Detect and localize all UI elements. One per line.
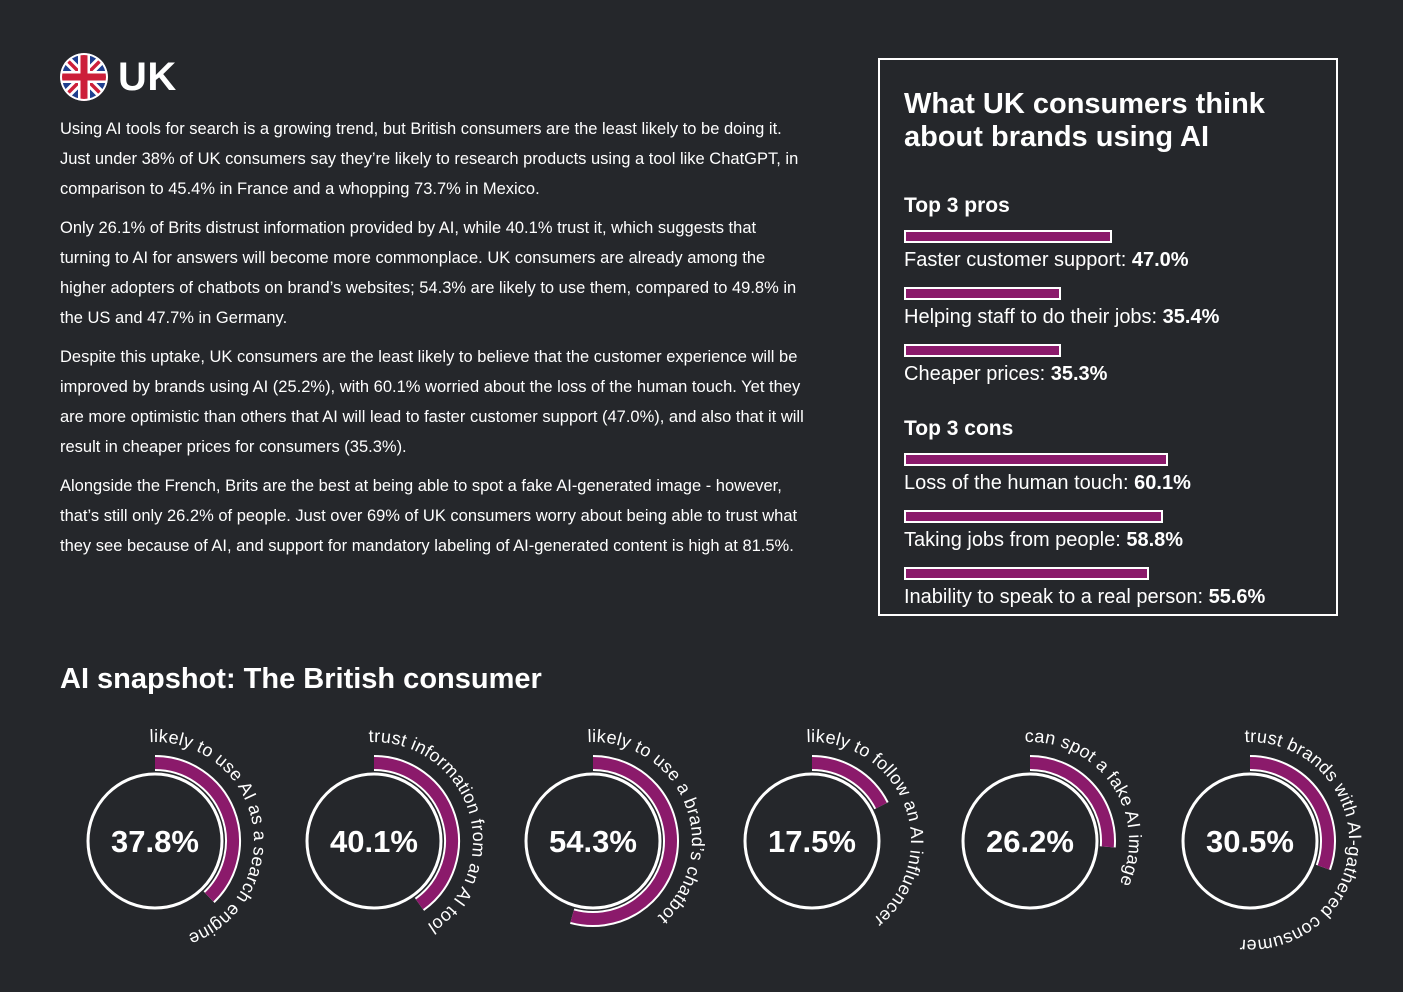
paragraph: Despite this uptake, UK consumers are th…	[60, 348, 804, 456]
bar-label: Taking jobs from people: 58.8%	[904, 527, 1312, 553]
ring-outline	[86, 772, 224, 910]
ring-outline	[1181, 772, 1319, 910]
bar-item: Loss of the human touch: 60.1%	[904, 453, 1312, 496]
snapshot-ring: 17.5%likely to follow an AI influencer	[743, 726, 927, 931]
bar-label: Loss of the human touch: 60.1%	[904, 470, 1312, 496]
bar-label-text: Helping staff to do their jobs:	[904, 306, 1163, 328]
bar-label-text: Faster customer support:	[904, 249, 1132, 271]
bar-item: Taking jobs from people: 58.8%	[904, 510, 1312, 553]
ring-arc	[373, 757, 458, 910]
bar-label-text: Loss of the human touch:	[904, 472, 1135, 494]
snapshot-title: AI snapshot: The British consumer	[60, 663, 542, 695]
ring-value: 37.8%	[111, 824, 199, 859]
bar-value: 60.1%	[1134, 472, 1191, 494]
bar-value: 47.0%	[1131, 249, 1189, 271]
ring-value: 17.5%	[768, 824, 856, 859]
ring-arc	[811, 757, 887, 809]
bar	[904, 453, 1169, 466]
bar	[904, 230, 1112, 243]
bar-item: Cheaper prices: 35.3%	[904, 344, 1312, 387]
bar	[904, 344, 1061, 357]
paragraph: Alongside the French, Brits are the best…	[60, 477, 798, 555]
paragraph: Using AI tools for search is a growing t…	[60, 120, 799, 198]
ring-value: 26.2%	[986, 824, 1074, 859]
bar-label: Faster customer support: 47.0%	[904, 247, 1312, 273]
snapshot-ring: 54.3%likely to use a brand’s chatbot	[524, 726, 708, 928]
ring-arc	[1249, 757, 1334, 870]
bar	[904, 510, 1163, 523]
ring-outline	[961, 772, 1099, 910]
bar-label-text: Inability to speak to a real person:	[904, 586, 1209, 608]
pros-list: Faster customer support: 47.0% Helping st…	[904, 230, 1312, 387]
bar-label: Inability to speak to a real person: 55.…	[904, 584, 1312, 610]
ring-value: 30.5%	[1206, 824, 1294, 859]
pros-cons-panel: What UK consumers think about brands usi…	[878, 58, 1338, 616]
paragraph: Only 26.1% of Brits distrust information…	[60, 219, 797, 327]
ring-arc	[570, 757, 677, 925]
ring-label-text: can spot a fake AI image	[1025, 726, 1145, 890]
ring-label: can spot a fake AI image	[1025, 726, 1146, 890]
cons-list: Loss of the human touch: 60.1% Taking job…	[904, 453, 1312, 610]
bar	[904, 287, 1062, 300]
snapshot-ring: 26.2%can spot a fake AI image	[961, 726, 1146, 910]
ring-outline	[305, 772, 443, 910]
bar-label: Cheaper prices: 35.3%	[904, 361, 1312, 387]
cons-heading: Top 3 cons	[904, 417, 1014, 440]
bar-value: 58.8%	[1126, 529, 1184, 551]
bar-label-text: Cheaper prices:	[904, 363, 1051, 385]
panel-title: What UK consumers think about brands usi…	[904, 88, 1265, 153]
pros-heading: Top 3 pros	[904, 194, 1010, 217]
bar-value: 55.6%	[1208, 586, 1266, 608]
ring-value: 40.1%	[330, 824, 418, 859]
article-text: Using AI tools for search is a growing t…	[60, 114, 805, 570]
ring-value: 54.3%	[549, 824, 637, 859]
snapshot-rings-chart: 37.8%likely to use AI as a search engine…	[0, 700, 1365, 956]
snapshot-ring: 40.1%trust information from an AI tool	[305, 726, 489, 938]
ring-arc	[154, 757, 239, 902]
bar-label-text: Taking jobs from people:	[904, 529, 1127, 551]
bar-value: 35.4%	[1162, 306, 1220, 328]
snapshot-ring: 37.8%likely to use AI as a search engine	[86, 726, 270, 950]
bar-item: Helping staff to do their jobs: 35.4%	[904, 287, 1312, 330]
bar	[904, 567, 1149, 580]
ring-arc	[1029, 757, 1114, 848]
bar-item: Inability to speak to a real person: 55.…	[904, 567, 1312, 610]
uk-flag-icon	[60, 53, 108, 101]
page-header: UK	[60, 53, 177, 101]
bar-label: Helping staff to do their jobs: 35.4%	[904, 304, 1312, 330]
bar-value: 35.3%	[1050, 363, 1108, 385]
ring-outline	[524, 772, 662, 910]
country-title: UK	[118, 54, 177, 99]
ring-outline	[743, 772, 881, 910]
bar-item: Faster customer support: 47.0%	[904, 230, 1312, 273]
